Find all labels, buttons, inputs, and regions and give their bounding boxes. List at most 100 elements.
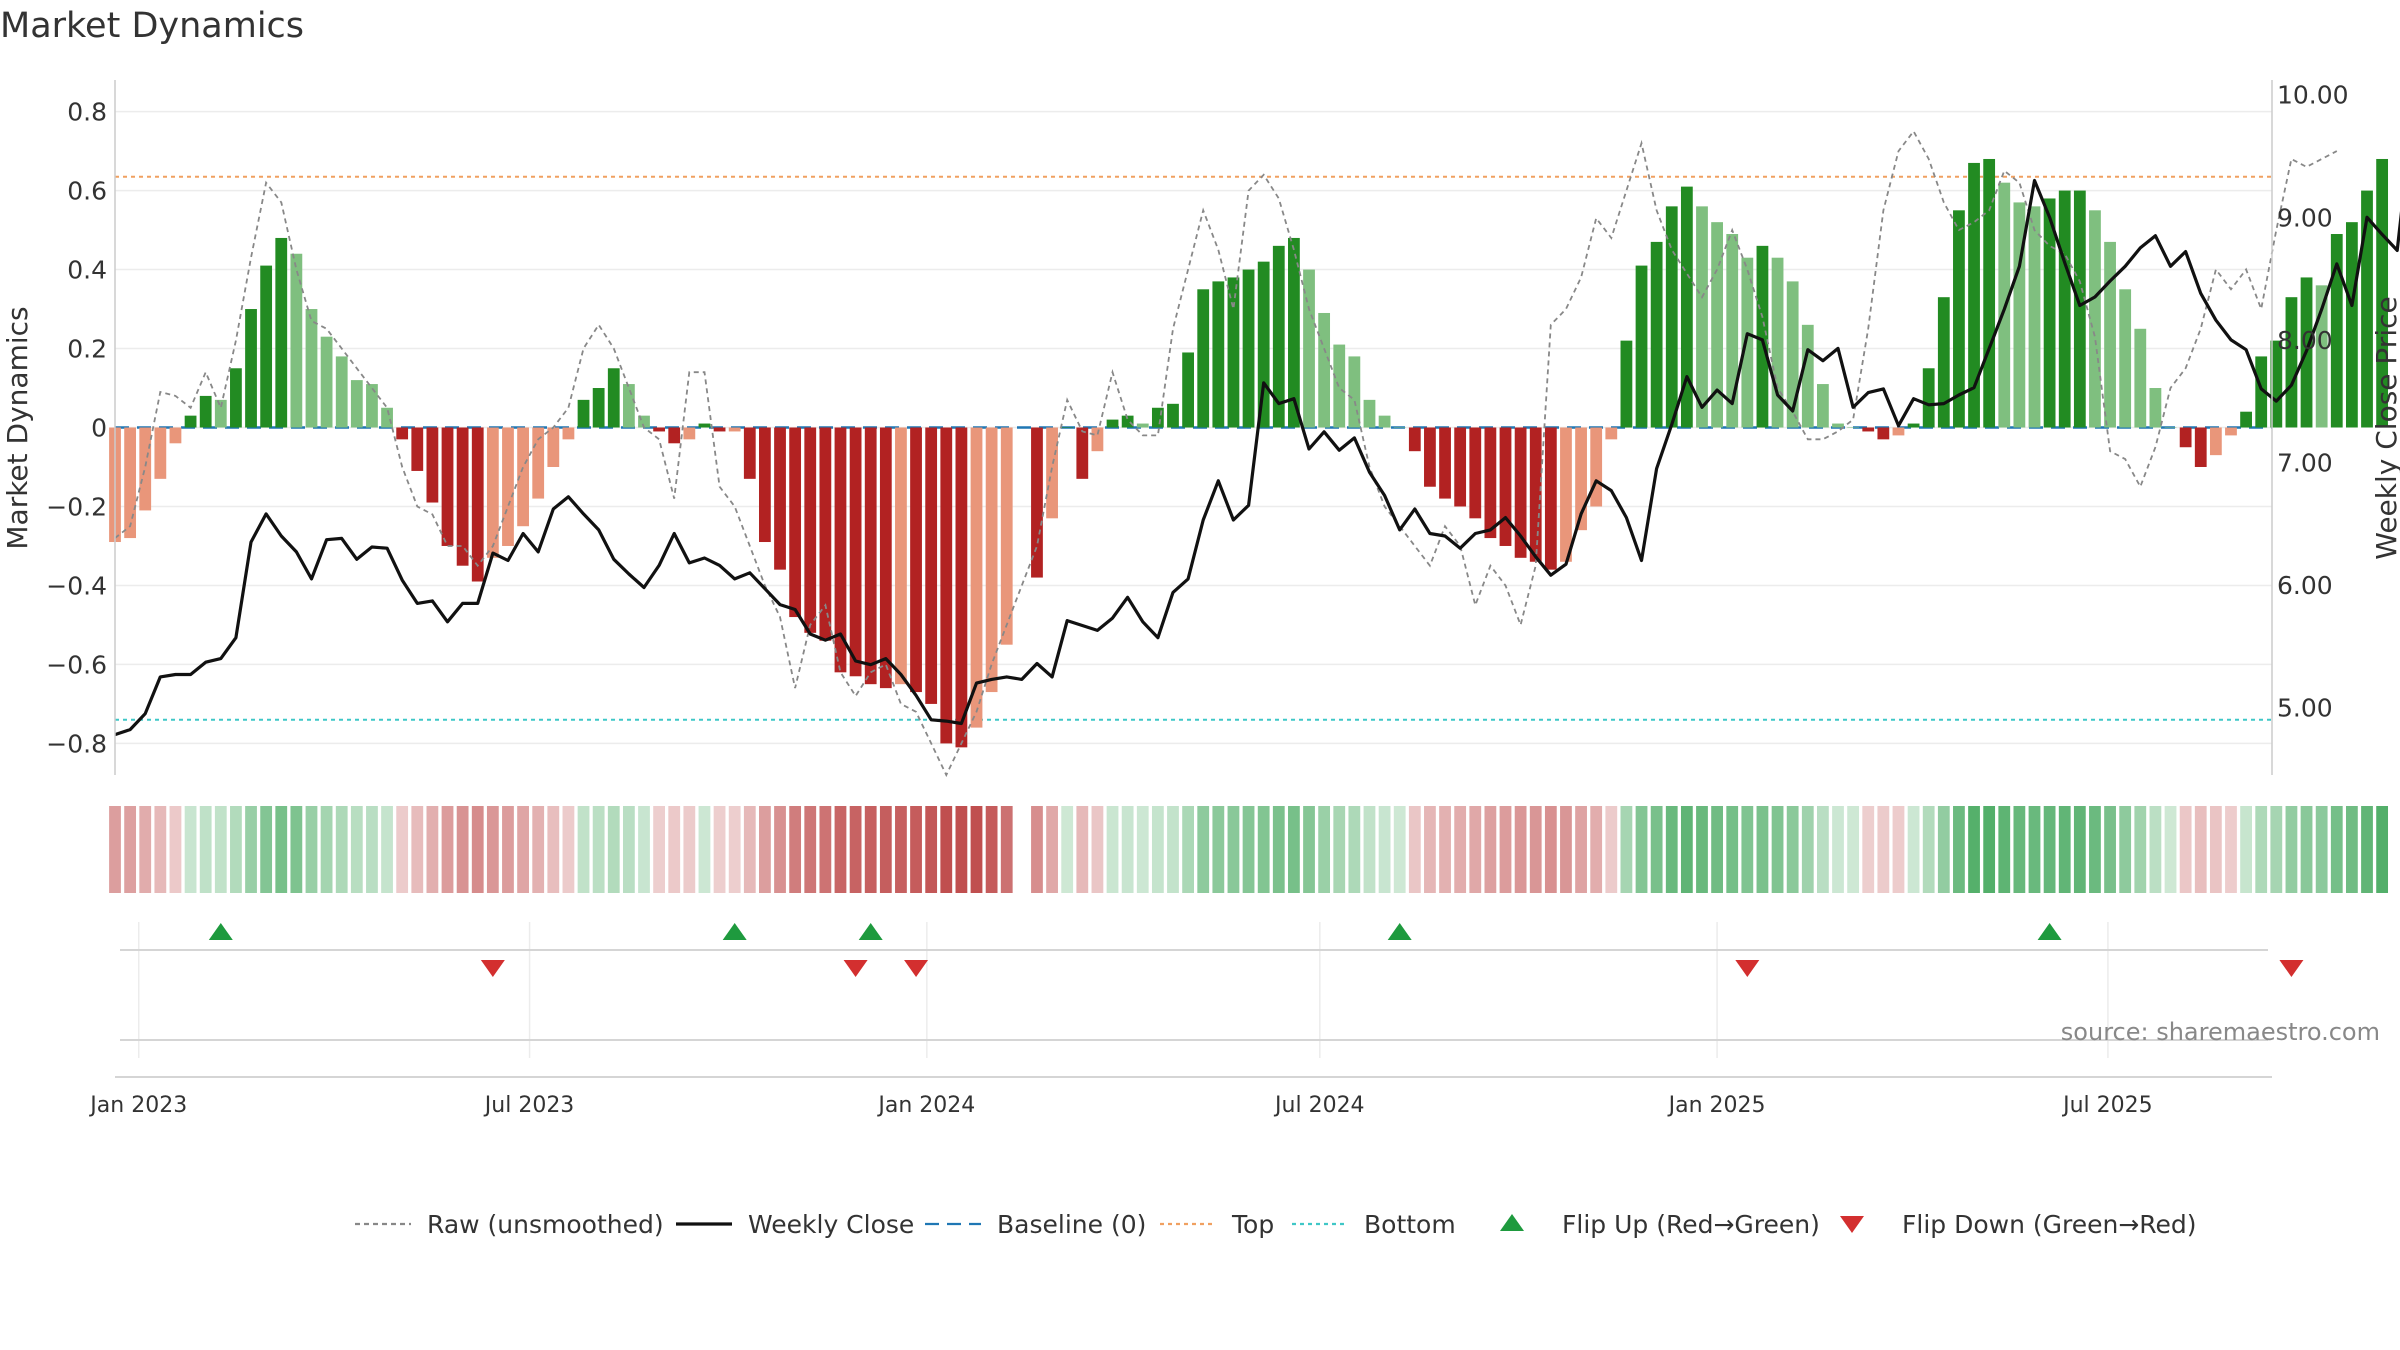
regime-cell — [864, 806, 877, 893]
flip-up-marker — [208, 923, 233, 940]
y-axis-label: Market Dynamics — [1, 306, 34, 549]
regime-cell — [879, 806, 892, 893]
dynamics-bar — [1771, 257, 1784, 428]
regime-cell — [2315, 806, 2328, 893]
dynamics-bar — [1741, 257, 1754, 428]
dynamics-bar — [1182, 352, 1194, 428]
chart-title: Market Dynamics — [0, 6, 304, 46]
dynamics-bar — [517, 427, 529, 527]
regime-cell — [562, 806, 575, 893]
dynamics-bar — [940, 427, 953, 744]
regime-cell — [230, 806, 242, 893]
regime-cell — [517, 806, 529, 893]
y-tick-label: −0.8 — [46, 729, 107, 758]
regime-cell — [275, 806, 288, 893]
legend-label: Raw (unsmoothed) — [427, 1210, 664, 1239]
dynamics-bar — [834, 427, 847, 673]
regime-cell — [2270, 806, 2283, 893]
regime-cell — [1711, 806, 1723, 893]
dynamics-bar — [2043, 198, 2056, 428]
dynamics-bar — [1983, 158, 1996, 428]
flip-down-marker — [904, 960, 929, 977]
dynamics-bar — [774, 427, 786, 570]
regime-cell — [486, 806, 499, 893]
regime-cell — [638, 806, 650, 893]
dynamics-bar — [1922, 368, 1935, 428]
dynamics-bar — [1106, 419, 1119, 428]
regime-cell — [1408, 806, 1421, 893]
dynamics-bar — [184, 415, 197, 428]
regime-cell — [1620, 806, 1633, 893]
regime-cell — [320, 806, 333, 893]
y-tick-label: −0.6 — [46, 650, 107, 679]
dynamics-bar — [1031, 427, 1043, 578]
dynamics-bar — [1817, 384, 1829, 428]
regime-cell — [955, 806, 968, 893]
dynamics-bar — [1484, 427, 1497, 539]
regime-cell — [1121, 806, 1134, 893]
legend: Raw (unsmoothed) Weekly Close Baseline (0)… — [355, 1210, 2197, 1239]
dynamics-bar — [426, 427, 439, 503]
regime-cell — [1832, 806, 1844, 893]
legend-label: Bottom — [1364, 1210, 1456, 1239]
dynamics-bar — [471, 427, 484, 582]
regime-cell — [2240, 806, 2252, 893]
regime-cell — [1817, 806, 1829, 893]
regime-cell — [169, 806, 182, 893]
dynamics-bar — [2194, 427, 2207, 467]
legend-item: Top — [1160, 1210, 1274, 1239]
y-tick-label: −0.2 — [46, 492, 107, 521]
regime-cell — [214, 806, 227, 893]
dynamics-bar — [1227, 277, 1240, 428]
regime-cell — [1499, 806, 1512, 893]
dynamics-bar — [2104, 241, 2116, 428]
dynamics-bar — [1620, 340, 1633, 428]
dynamics-bar — [1680, 186, 1693, 428]
dynamics-bar — [2240, 411, 2252, 428]
regime-cell — [1046, 806, 1058, 893]
dynamics-bar — [879, 427, 892, 689]
regime-cell — [713, 806, 726, 893]
dynamics-bar — [1272, 245, 1285, 428]
dynamics-bar — [1151, 407, 1164, 428]
regime-cell — [1983, 806, 1996, 893]
regime-cell — [426, 806, 439, 893]
dynamics-bar — [2345, 222, 2358, 428]
dynamics-bar — [139, 427, 152, 511]
weekly-close-line — [114, 178, 2400, 737]
dynamics-bar — [607, 368, 620, 428]
regime-cell — [1076, 806, 1089, 893]
x-tick-label: Jan 2024 — [876, 1093, 975, 1118]
dynamics-bar — [335, 356, 348, 428]
source-label: source: sharemaestro.com — [2061, 1018, 2380, 1046]
regime-cell — [1771, 806, 1784, 893]
regime-cell — [683, 806, 696, 893]
dynamics-bar — [1091, 427, 1104, 452]
regime-cell — [1726, 806, 1739, 893]
regime-cell — [2330, 806, 2343, 893]
regime-cell — [1031, 806, 1043, 893]
regime-cell — [985, 806, 998, 893]
flip-down-marker — [2279, 960, 2304, 977]
dynamics-bar — [547, 427, 560, 467]
dynamics-bar — [1907, 423, 1920, 428]
legend-item: Baseline (0) — [925, 1210, 1146, 1239]
flip-up-marker — [722, 923, 747, 940]
y2-axis-label: Weekly Close Price — [2370, 296, 2400, 559]
dynamics-bar — [638, 415, 650, 428]
x-tick-label: Jul 2025 — [2061, 1093, 2153, 1118]
dynamics-bars — [109, 158, 2389, 748]
dynamics-bar — [1348, 356, 1361, 428]
dynamics-bar — [1696, 206, 1708, 428]
dynamics-bar — [1650, 241, 1663, 428]
legend-label: Baseline (0) — [997, 1210, 1146, 1239]
regime-cell — [1650, 806, 1663, 893]
regime-cell — [441, 806, 454, 893]
regime-cell — [335, 806, 348, 893]
dynamics-bar — [381, 407, 393, 428]
flip-down-marker — [480, 960, 505, 977]
regime-cell — [124, 806, 137, 893]
dynamics-bar — [1469, 427, 1482, 519]
legend-swatch-flip-up — [1500, 1214, 1524, 1231]
